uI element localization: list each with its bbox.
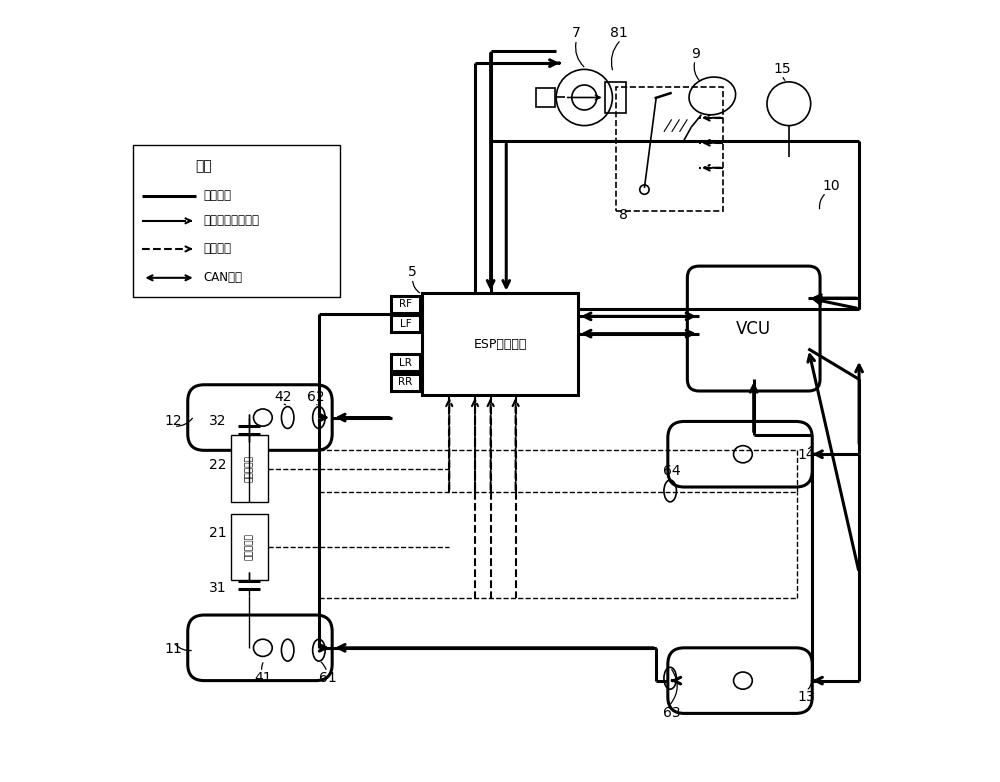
Text: 64: 64 xyxy=(663,464,681,478)
Text: 42: 42 xyxy=(274,390,292,404)
Text: 8: 8 xyxy=(619,207,628,221)
Text: RR: RR xyxy=(398,378,413,387)
FancyBboxPatch shape xyxy=(668,647,812,713)
Bar xyxy=(231,436,268,502)
Text: 13: 13 xyxy=(797,690,815,704)
Bar xyxy=(422,293,578,395)
Text: 31: 31 xyxy=(209,581,226,595)
Text: 10: 10 xyxy=(822,180,840,193)
FancyBboxPatch shape xyxy=(188,615,332,680)
Bar xyxy=(605,82,626,113)
Bar xyxy=(391,354,420,371)
Bar xyxy=(231,514,268,580)
Text: 传感器、开关信号: 传感器、开关信号 xyxy=(203,214,259,228)
FancyBboxPatch shape xyxy=(668,421,812,487)
Text: 14: 14 xyxy=(797,448,815,462)
Text: 41: 41 xyxy=(255,671,272,685)
Text: 62: 62 xyxy=(307,390,325,404)
Text: 控制信号: 控制信号 xyxy=(203,242,231,256)
Text: 81: 81 xyxy=(610,27,628,41)
Bar xyxy=(616,87,723,211)
Text: 15: 15 xyxy=(774,63,791,77)
Text: VCU: VCU xyxy=(736,320,771,338)
Text: 驱动控制器: 驱动控制器 xyxy=(245,533,254,560)
Bar xyxy=(391,374,420,391)
Text: 9: 9 xyxy=(691,47,700,61)
Text: LF: LF xyxy=(400,319,411,329)
Text: 图列: 图列 xyxy=(195,160,212,173)
Bar xyxy=(536,88,555,107)
Text: 32: 32 xyxy=(209,414,226,428)
Text: 12: 12 xyxy=(165,414,183,428)
Bar xyxy=(133,145,340,297)
Text: RF: RF xyxy=(399,300,412,310)
FancyBboxPatch shape xyxy=(188,385,332,450)
Text: 11: 11 xyxy=(165,641,183,655)
Text: LR: LR xyxy=(399,358,412,368)
Text: 21: 21 xyxy=(209,526,226,540)
Bar xyxy=(391,296,420,313)
Text: 5: 5 xyxy=(408,265,417,279)
Text: 63: 63 xyxy=(663,705,681,719)
Text: 弹性储能器: 弹性储能器 xyxy=(245,455,254,482)
Text: 22: 22 xyxy=(209,458,226,472)
Text: ESP控制单元: ESP控制单元 xyxy=(473,338,527,350)
Text: 液压管路: 液压管路 xyxy=(203,189,231,203)
Text: CAN网络: CAN网络 xyxy=(203,271,242,285)
Bar xyxy=(391,315,420,332)
FancyBboxPatch shape xyxy=(687,266,820,391)
Text: 61: 61 xyxy=(319,671,337,685)
Text: 7: 7 xyxy=(572,27,581,41)
